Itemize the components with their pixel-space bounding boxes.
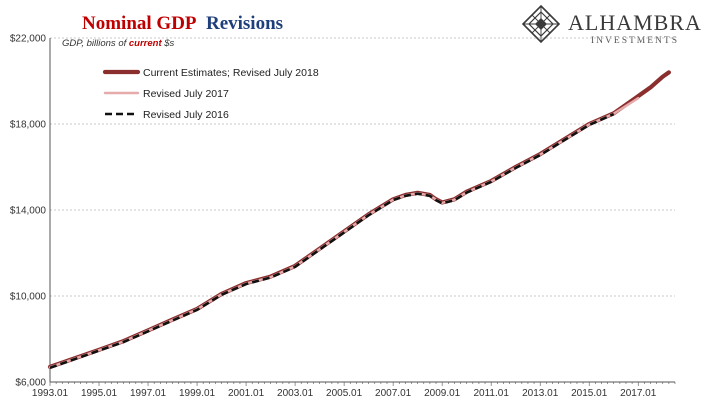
subtitle-suffix: $s xyxy=(162,38,175,49)
x-tick-label: 2013.01 xyxy=(522,388,559,399)
logo-name: ALHAMBRA xyxy=(568,10,702,35)
subtitle-prefix: GDP, billions of xyxy=(62,38,129,49)
chart-title: Nominal GDP Revisions xyxy=(82,13,283,34)
y-tick-label: $10,000 xyxy=(10,292,47,303)
legend: Current Estimates; Revised July 2018 Revi… xyxy=(102,67,319,121)
x-tick-label: 2009.01 xyxy=(424,388,461,399)
diamond-lattice-icon xyxy=(521,4,561,44)
x-tick-label: 1993.01 xyxy=(32,388,69,399)
legend-label: Revised July 2017 xyxy=(143,88,229,100)
x-tick-label: 2003.01 xyxy=(277,388,314,399)
subtitle-emphasis: current xyxy=(129,38,163,49)
logo-tagline: INVESTMENTS xyxy=(591,36,679,46)
y-tick-label: $22,000 xyxy=(10,34,47,45)
x-axis: 1993.01 1995.01 1997.01 1999.01 2001.01 2003.… xyxy=(32,381,676,399)
x-tick-label: 2011.01 xyxy=(473,388,509,399)
legend-label: Revised July 2016 xyxy=(143,109,229,121)
series-lines xyxy=(47,70,672,370)
gridlines xyxy=(50,37,675,297)
x-tick-label: 2007.01 xyxy=(375,388,412,399)
x-tick-label: 2015.01 xyxy=(571,388,608,399)
x-tick-label: 2017.01 xyxy=(620,388,657,399)
x-tick-label: 1999.01 xyxy=(179,388,216,399)
x-tick-label: 2001.01 xyxy=(228,388,265,399)
y-tick-label: $18,000 xyxy=(10,120,47,131)
y-axis: $6,000 $10,000 $14,000 $18,000 $22,000 xyxy=(10,34,51,389)
y-tick-label: $6,000 xyxy=(15,378,46,389)
chart-subtitle: GDP, billions of current $s xyxy=(62,38,175,49)
y-tick-label: $14,000 xyxy=(10,206,47,217)
chart-title-part1: Nominal GDP xyxy=(82,13,197,34)
chart-title-part2: Revisions xyxy=(206,13,283,34)
series-line-3 xyxy=(49,112,615,370)
x-tick-label: 1997.01 xyxy=(130,388,167,399)
legend-label: Current Estimates; Revised July 2018 xyxy=(143,67,319,79)
x-tick-label: 2005.01 xyxy=(326,388,363,399)
alhambra-logo: ALHAMBRA INVESTMENTS xyxy=(521,4,702,46)
x-tick-label: 1995.01 xyxy=(81,388,118,399)
